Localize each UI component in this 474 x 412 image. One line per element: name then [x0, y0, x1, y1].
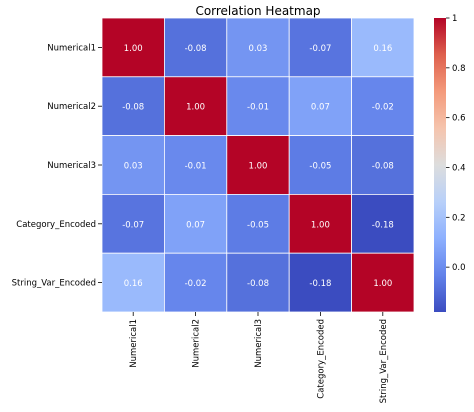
y-tick-label: Category_Encoded — [16, 220, 96, 230]
heatmap-cell — [226, 17, 290, 78]
heatmap-cell — [288, 17, 353, 78]
colorbar-tick-label: 0.4 — [452, 163, 466, 173]
heatmap-cell — [288, 135, 353, 195]
heatmap-cell — [288, 193, 353, 254]
heatmap-cell — [163, 193, 228, 254]
cell-value-label: -0.05 — [247, 220, 269, 230]
heatmap-cell — [226, 76, 290, 137]
heatmap-cell — [351, 193, 415, 254]
heatmap-cell — [226, 135, 290, 195]
cell-value-label: 1.00 — [311, 220, 330, 230]
colorbar-tick-label: 0.0 — [452, 263, 466, 273]
cell-value-label: -0.08 — [185, 44, 207, 54]
cell-value-label: 0.16 — [373, 44, 392, 54]
cell-value-label: 0.16 — [124, 279, 143, 289]
cell-value-label: -0.02 — [185, 279, 207, 289]
y-tick-label: Numerical3 — [47, 161, 96, 171]
cell-value-label: -0.18 — [372, 220, 394, 230]
y-tick-label: Numerical2 — [47, 102, 96, 112]
heatmap-cells: 1.00 -0.08 0.03 -0.07 0.16 -0.08 1.00 -0.01 0.07… — [101, 17, 415, 313]
cell-value-label: 1.00 — [186, 103, 205, 113]
y-tick-label: Numerical1 — [47, 43, 96, 53]
cell-value-label: -0.05 — [309, 162, 331, 172]
cell-value-label: -0.18 — [309, 279, 331, 289]
heatmap-cell — [351, 76, 415, 137]
x-tick-label: String_Var_Encoded — [379, 319, 389, 403]
heatmap-cell — [101, 17, 165, 78]
cell-value-label: 1.00 — [124, 44, 143, 54]
heatmap-cell — [163, 135, 228, 195]
heatmap-cell — [163, 17, 228, 78]
x-tick-label: Numerical3 — [254, 319, 264, 368]
cell-value-label: 1.00 — [373, 279, 392, 289]
x-tick-label: Category_Encoded — [316, 319, 326, 399]
cell-value-label: -0.08 — [122, 103, 144, 113]
cell-value-label: -0.01 — [185, 162, 207, 172]
colorbar: 0.0 0.2 0.4 0.6 0.8 1 — [434, 14, 466, 312]
heatmap-cell — [226, 252, 290, 313]
cell-value-label: -0.07 — [309, 44, 331, 54]
x-tick-label: Numerical1 — [129, 319, 139, 368]
chart-title: Correlation Heatmap — [195, 4, 320, 18]
cell-value-label: -0.02 — [372, 103, 394, 113]
cell-value-label: -0.01 — [247, 103, 269, 113]
colorbar-gradient — [434, 18, 446, 312]
cell-value-label: -0.07 — [122, 220, 144, 230]
colorbar-tick-label: 0.6 — [452, 114, 466, 124]
heatmap-cell — [351, 252, 415, 313]
cell-value-label: 0.03 — [124, 162, 143, 172]
cell-value-label: 0.07 — [186, 220, 205, 230]
cell-value-label: -0.08 — [372, 162, 394, 172]
heatmap-cell — [351, 135, 415, 195]
x-axis-labels: Numerical1 Numerical2 Numerical3 Category_E… — [129, 312, 389, 403]
y-tick-label: String_Var_Encoded — [12, 279, 96, 289]
heatmap-cell — [101, 252, 165, 313]
cell-value-label: 0.07 — [311, 103, 330, 113]
x-tick-label: Numerical2 — [192, 319, 202, 368]
y-axis-labels: Numerical1 Numerical2 Numerical3 Category_E… — [12, 43, 102, 289]
heatmap-cell — [101, 76, 165, 137]
cell-value-label: 1.00 — [249, 162, 268, 172]
colorbar-tick-label: 1 — [452, 14, 457, 24]
heatmap-cell — [351, 17, 415, 78]
colorbar-tick-label: 0.8 — [452, 64, 466, 74]
heatmap-cell — [163, 252, 228, 313]
cell-value-label: -0.08 — [247, 279, 269, 289]
colorbar-tick-label: 0.2 — [452, 213, 466, 223]
cell-value-label: 0.03 — [249, 44, 268, 54]
heatmap-cell — [226, 193, 290, 254]
